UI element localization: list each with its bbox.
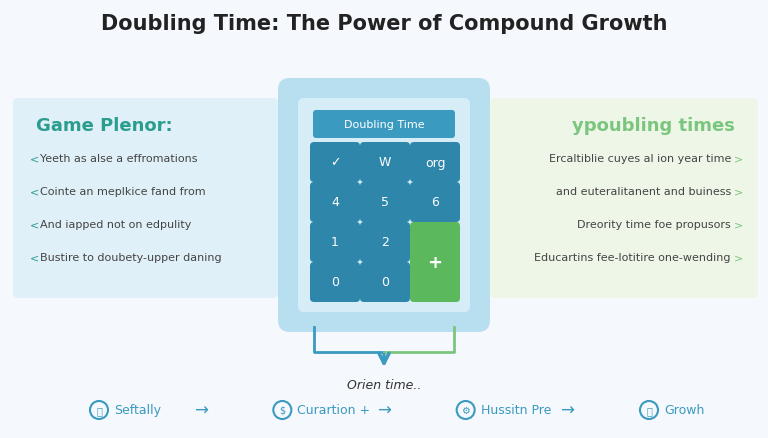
FancyBboxPatch shape <box>278 79 490 332</box>
Text: 🧍: 🧍 <box>646 405 652 415</box>
FancyBboxPatch shape <box>310 262 360 302</box>
Text: W: W <box>379 156 391 169</box>
Text: <: < <box>30 187 39 197</box>
FancyBboxPatch shape <box>360 183 410 223</box>
FancyBboxPatch shape <box>310 143 360 183</box>
Text: And iapped not on edpulity: And iapped not on edpulity <box>40 219 191 230</box>
Text: <: < <box>30 219 39 230</box>
Text: Game Plenor:: Game Plenor: <box>36 117 173 135</box>
Text: >: > <box>733 187 743 197</box>
Text: Educartins fee-lotitire one-wending: Educartins fee-lotitire one-wending <box>535 252 731 262</box>
Text: 1: 1 <box>331 236 339 249</box>
FancyBboxPatch shape <box>410 183 460 223</box>
Text: +: + <box>428 254 442 272</box>
Text: Curartion +: Curartion + <box>297 403 370 417</box>
FancyBboxPatch shape <box>13 99 278 298</box>
Text: 0: 0 <box>331 276 339 289</box>
Text: >: > <box>733 219 743 230</box>
Text: Doubling Time: Doubling Time <box>344 120 424 130</box>
Text: 2: 2 <box>381 236 389 249</box>
Text: 5: 5 <box>381 196 389 209</box>
Text: →: → <box>377 401 391 419</box>
FancyBboxPatch shape <box>360 223 410 262</box>
Text: 4: 4 <box>331 196 339 209</box>
Text: and euteralitanent and buiness: and euteralitanent and buiness <box>556 187 731 197</box>
Text: Growh: Growh <box>664 403 704 417</box>
Text: Seftally: Seftally <box>114 403 161 417</box>
FancyBboxPatch shape <box>490 99 758 298</box>
Text: <: < <box>30 154 39 164</box>
FancyBboxPatch shape <box>360 262 410 302</box>
Text: 6: 6 <box>431 196 439 209</box>
Text: >: > <box>733 252 743 262</box>
Text: →: → <box>561 401 574 419</box>
FancyBboxPatch shape <box>313 111 455 139</box>
FancyBboxPatch shape <box>310 223 360 262</box>
FancyBboxPatch shape <box>410 223 460 302</box>
Text: →: → <box>194 401 207 419</box>
Text: Hussitn Pre: Hussitn Pre <box>481 403 551 417</box>
Text: Bustire to doubety-upper daning: Bustire to doubety-upper daning <box>40 252 222 262</box>
Text: Ercaltiblie cuyes al ion year time: Ercaltiblie cuyes al ion year time <box>548 154 731 164</box>
Text: ✓: ✓ <box>329 156 340 169</box>
FancyBboxPatch shape <box>298 99 470 312</box>
FancyBboxPatch shape <box>360 143 410 183</box>
Text: 0: 0 <box>381 276 389 289</box>
Text: >: > <box>733 154 743 164</box>
FancyBboxPatch shape <box>410 143 460 183</box>
FancyBboxPatch shape <box>310 183 360 223</box>
Text: Dreority time foe propusors: Dreority time foe propusors <box>578 219 731 230</box>
Text: 👤: 👤 <box>96 405 102 415</box>
Text: ⚙: ⚙ <box>462 405 470 415</box>
Text: Orien time..: Orien time.. <box>347 378 421 392</box>
Text: org: org <box>425 156 445 169</box>
Text: <: < <box>30 252 39 262</box>
Text: $: $ <box>280 405 286 415</box>
Text: Yeeth as alse a effromations: Yeeth as alse a effromations <box>40 154 197 164</box>
Text: ypoubling times: ypoubling times <box>572 117 735 135</box>
Text: Doubling Time: The Power of Compound Growth: Doubling Time: The Power of Compound Gro… <box>101 14 667 34</box>
Text: Cointe an meplkice fand from: Cointe an meplkice fand from <box>40 187 206 197</box>
